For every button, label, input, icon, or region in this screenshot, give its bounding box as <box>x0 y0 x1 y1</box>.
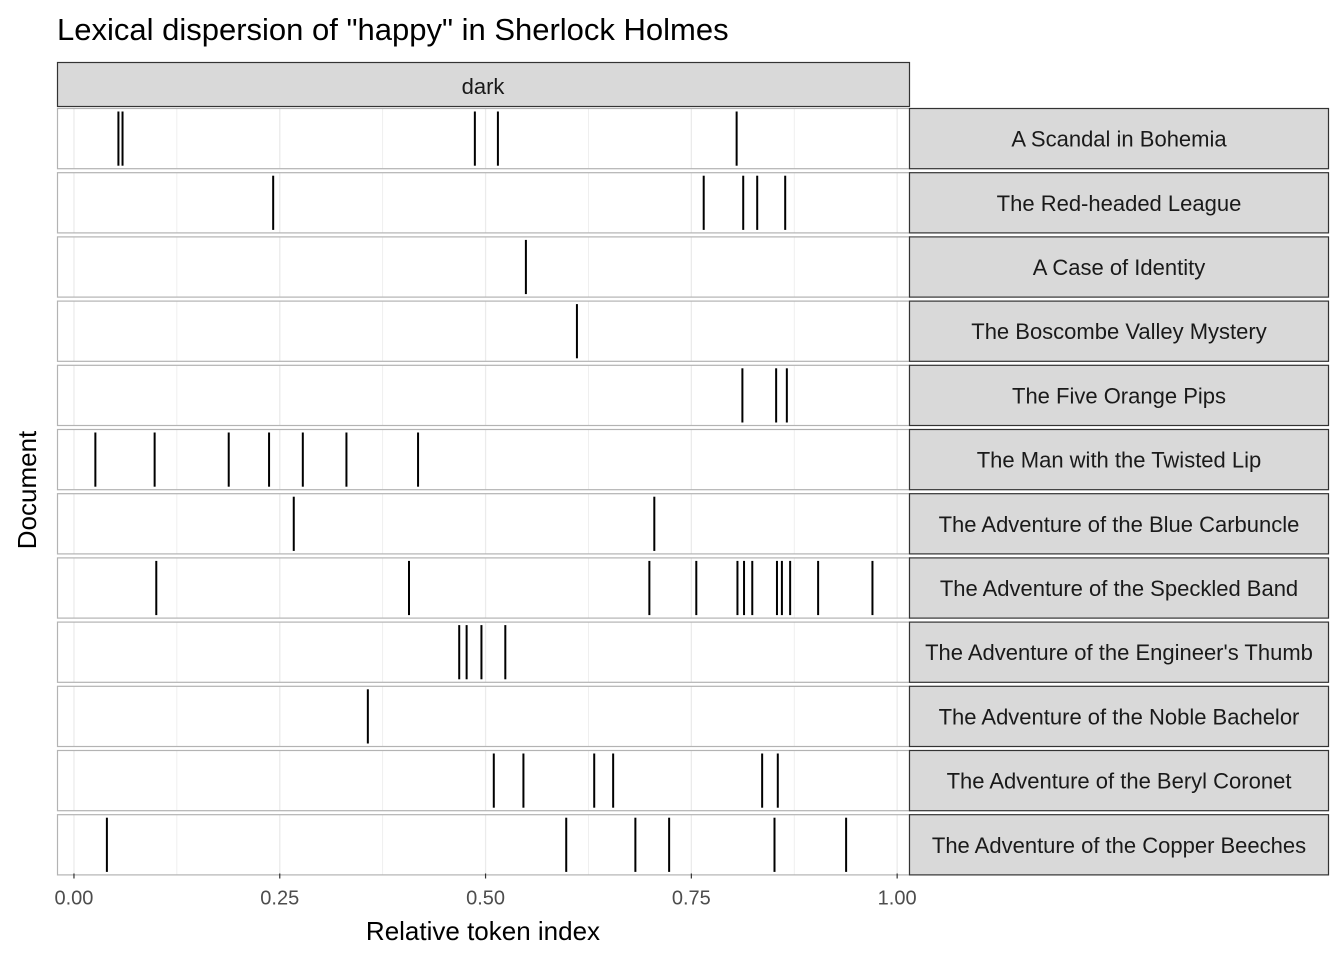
row-strip-box <box>908 428 1330 491</box>
x-tick-label: 0.75 <box>672 888 711 910</box>
facet-row: The Five Orange Pips <box>56 364 1330 427</box>
panel-background <box>57 750 910 811</box>
row-strip-box <box>908 749 1330 812</box>
x-tick-label: 0.25 <box>260 888 299 910</box>
row-strip-label: The Adventure of the Speckled Band <box>940 576 1298 601</box>
row-strip-label: The Adventure of the Blue Carbuncle <box>939 512 1300 537</box>
panel-background <box>57 172 910 233</box>
row-strip-label: The Red-headed League <box>997 191 1242 216</box>
row-strip-label: The Adventure of the Noble Bachelor <box>939 704 1300 729</box>
panel-background <box>57 814 910 875</box>
facet-panels: A Scandal in Bohemia The Red-headed Leagu… <box>56 107 1330 876</box>
panel-background <box>57 236 910 298</box>
row-strip-box <box>908 685 1330 748</box>
column-strip-box <box>56 61 911 108</box>
row-strip-box <box>908 236 1330 298</box>
facet-row: A Case of Identity <box>56 236 1330 298</box>
x-tick-label: 0.00 <box>54 888 93 910</box>
panel-background <box>57 622 910 683</box>
panel-background <box>57 429 910 490</box>
row-strip-box <box>908 814 1330 876</box>
facet-row: The Adventure of the Speckled Band <box>56 557 1330 619</box>
x-tick-label: 0.50 <box>466 888 505 910</box>
row-strip-box <box>908 172 1330 234</box>
facet-row: A Scandal in Bohemia <box>56 107 1330 170</box>
panel-background <box>57 686 910 747</box>
facet-row: The Adventure of the Copper Beeches <box>56 814 1330 876</box>
row-strip-label: The Adventure of the Beryl Coronet <box>947 769 1292 794</box>
column-facet-strip: dark <box>56 61 911 108</box>
row-strip-label: The Adventure of the Engineer's Thumb <box>925 640 1313 665</box>
x-axis-title: Relative token index <box>366 916 600 946</box>
row-strip-box <box>908 300 1330 362</box>
facet-row: The Adventure of the Blue Carbuncle <box>56 493 1330 555</box>
row-strip-label: The Boscombe Valley Mystery <box>971 319 1266 344</box>
row-strip-box <box>908 493 1330 555</box>
row-strip-label: A Scandal in Bohemia <box>1011 127 1227 152</box>
facet-row: The Adventure of the Engineer's Thumb <box>56 621 1330 683</box>
row-strip-label: The Adventure of the Copper Beeches <box>932 833 1306 858</box>
panel-background <box>57 557 910 619</box>
panel-background <box>57 493 910 554</box>
panel-background <box>57 365 910 426</box>
panel-background <box>57 301 910 362</box>
y-axis-title: Document <box>12 430 42 549</box>
row-strip-label: The Man with the Twisted Lip <box>977 448 1262 473</box>
facet-row: The Man with the Twisted Lip <box>56 428 1330 491</box>
row-strip-box <box>908 621 1330 683</box>
row-strip-box <box>908 364 1330 427</box>
facet-row: The Boscombe Valley Mystery <box>56 300 1330 362</box>
facet-row: The Adventure of the Beryl Coronet <box>56 749 1330 812</box>
facet-row: The Red-headed League <box>56 172 1330 234</box>
row-strip-box <box>908 107 1330 170</box>
row-strip-box <box>908 557 1330 619</box>
panel-background <box>57 108 910 169</box>
column-strip-label: dark <box>462 74 506 99</box>
chart-title: Lexical dispersion of "happy" in Sherloc… <box>57 12 729 47</box>
row-strip-label: A Case of Identity <box>1033 255 1205 280</box>
row-strip-label: The Five Orange Pips <box>1012 383 1226 408</box>
facet-row: The Adventure of the Noble Bachelor <box>56 685 1330 748</box>
x-axis: 0.00 0.25 0.50 0.75 1.00 <box>54 873 917 910</box>
x-tick-label: 1.00 <box>878 888 917 910</box>
